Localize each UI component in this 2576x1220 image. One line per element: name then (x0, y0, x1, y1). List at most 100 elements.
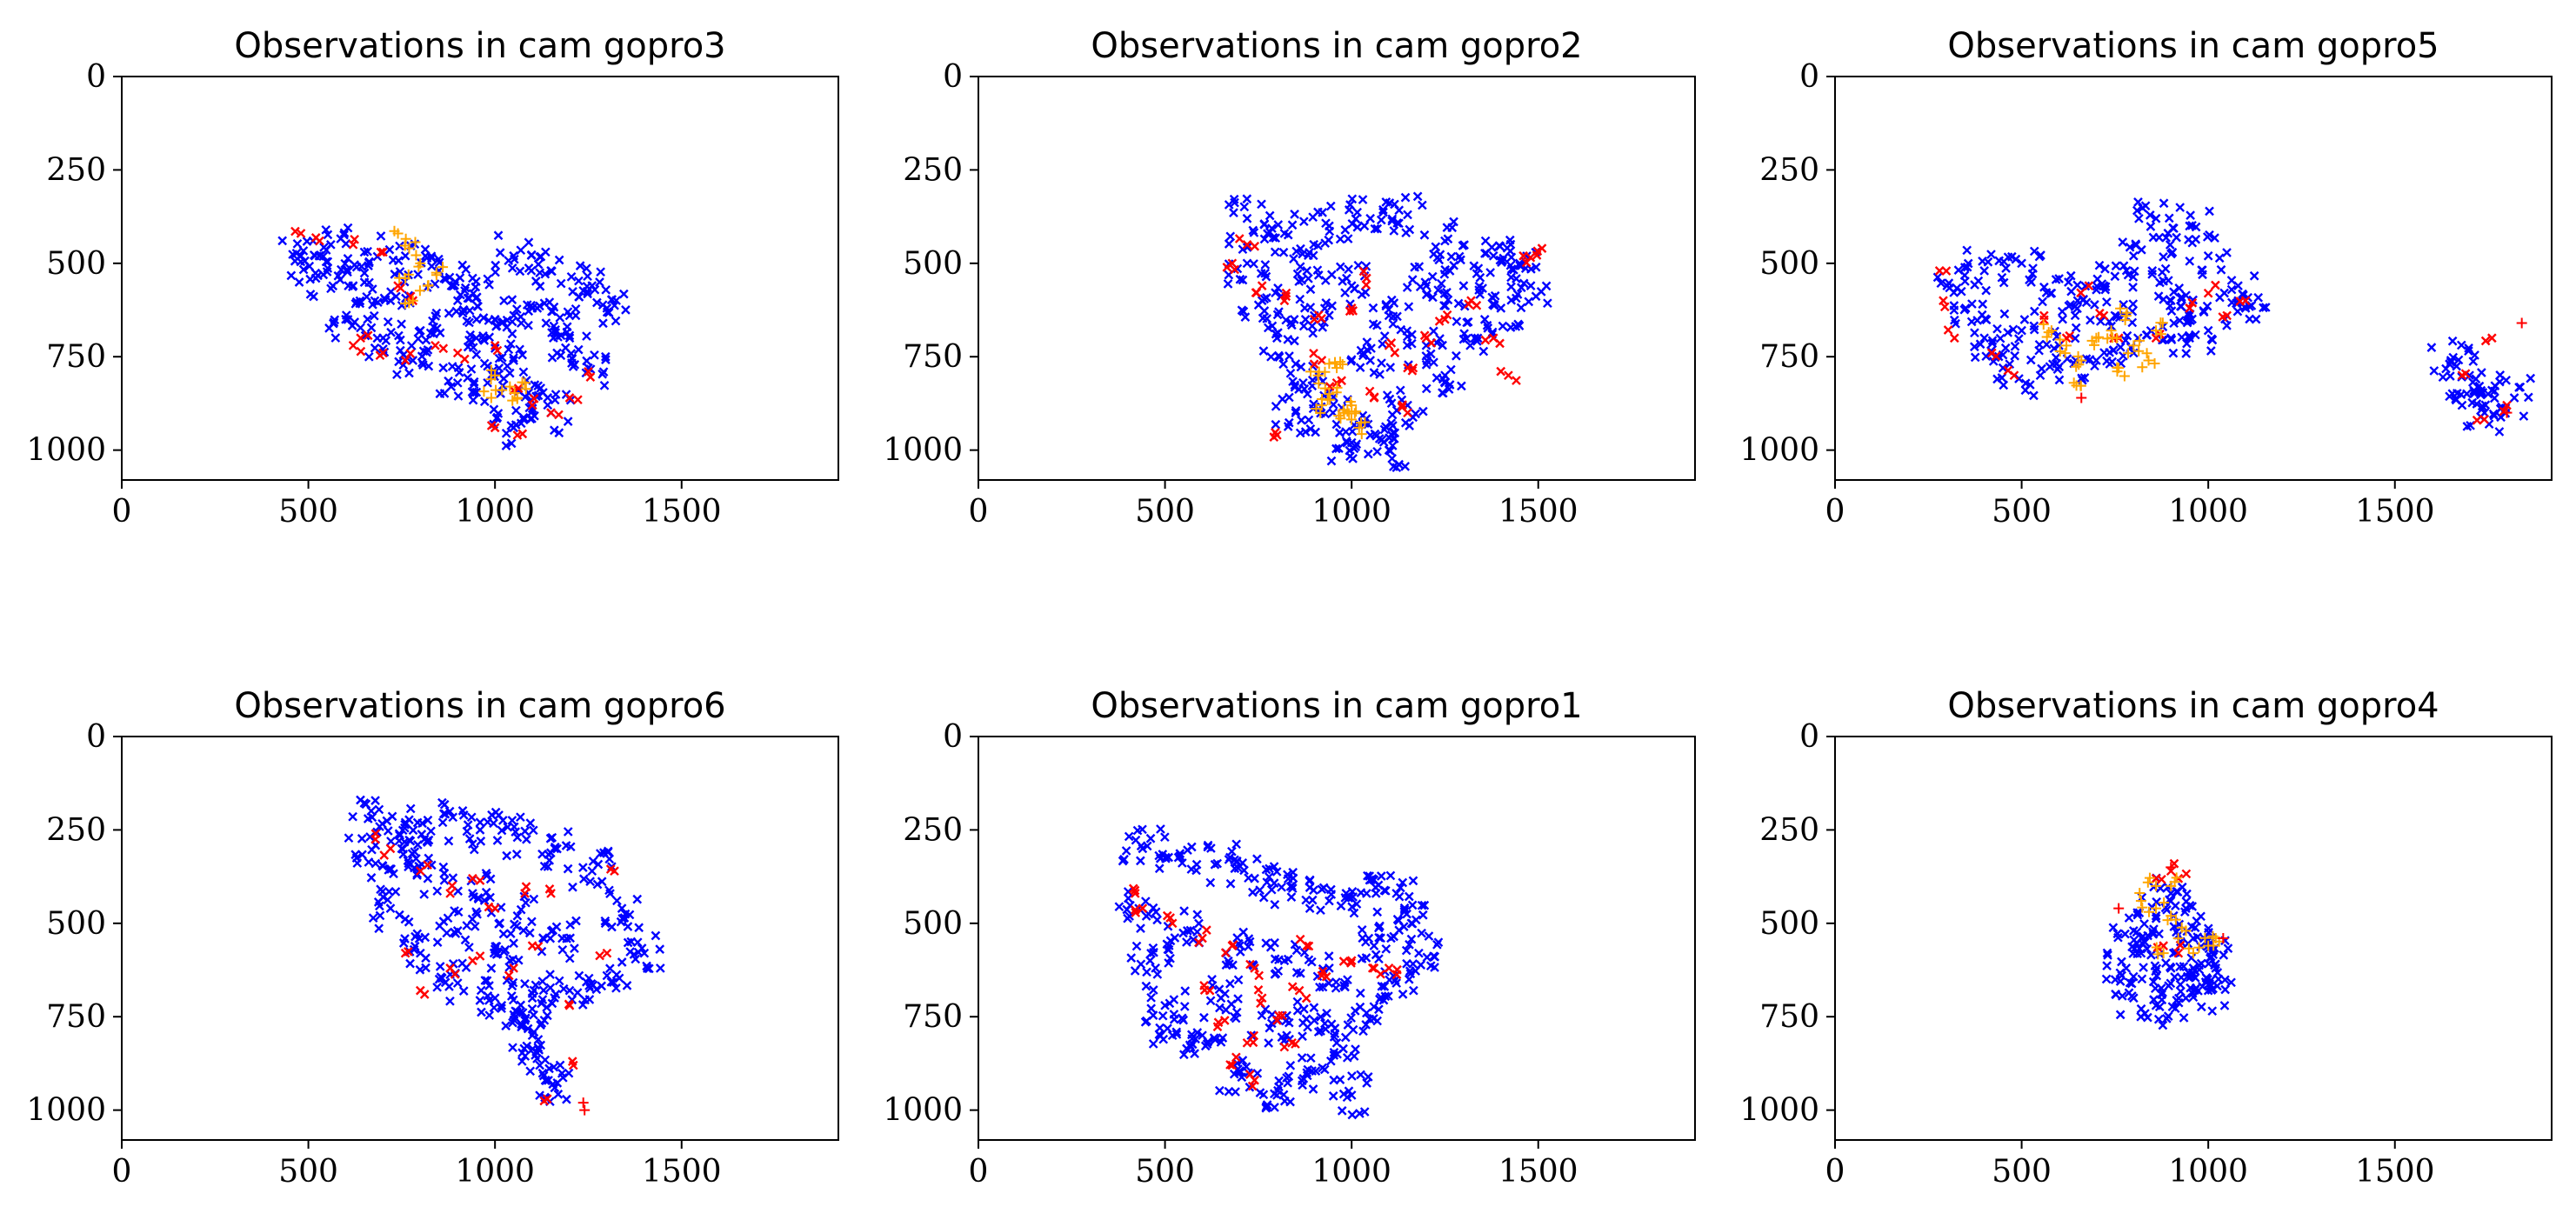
data-point (2183, 943, 2194, 954)
data-point (2132, 205, 2142, 216)
data-point (1332, 1049, 1342, 1059)
data-point (2190, 923, 2200, 933)
data-point (1349, 908, 1359, 918)
data-point (1175, 849, 1185, 858)
data-point (511, 304, 522, 314)
data-point (1287, 982, 1298, 992)
data-point (1302, 266, 1312, 276)
data-point (1421, 383, 1431, 394)
x-tick-label: 1000 (455, 494, 535, 530)
data-point (1343, 1020, 1353, 1030)
data-point (2035, 370, 2045, 381)
data-point (2245, 302, 2254, 311)
data-point (1257, 993, 1267, 1003)
data-point (1235, 1066, 1245, 1076)
data-point (1350, 1006, 1360, 1016)
data-point (2085, 315, 2095, 325)
data-point (1249, 228, 1259, 237)
data-point (1326, 270, 1337, 280)
data-point (1342, 1092, 1352, 1103)
data-point (1271, 288, 1280, 298)
data-point (2137, 902, 2148, 913)
data-point (1997, 373, 2007, 383)
data-point (1286, 892, 1297, 902)
data-point (2169, 223, 2179, 233)
data-point (521, 882, 531, 891)
data-point (1346, 1013, 1356, 1023)
data-point (1359, 221, 1370, 231)
data-point (507, 263, 517, 273)
data-point (438, 343, 449, 354)
data-point (2102, 948, 2112, 958)
data-point (1300, 315, 1311, 324)
data-point (2438, 372, 2448, 383)
data-point (549, 333, 558, 343)
data-point (1170, 933, 1180, 943)
plot-frame (978, 736, 1696, 1141)
data-point (495, 248, 505, 257)
data-point (1941, 266, 1952, 276)
data-point (2496, 412, 2506, 423)
data-point (497, 825, 507, 836)
data-point (597, 369, 608, 379)
data-point (1405, 966, 1415, 977)
data-point (1433, 285, 1444, 295)
data-point (2176, 972, 2186, 983)
data-point (2147, 270, 2157, 279)
data-point (1418, 200, 1427, 210)
data-point (292, 238, 303, 249)
data-point (2092, 281, 2102, 291)
data-point (432, 982, 443, 992)
data-point (1949, 333, 1959, 343)
data-point (1288, 377, 1298, 387)
data-point (544, 1063, 554, 1074)
data-point (394, 330, 404, 341)
data-point (486, 963, 497, 973)
data-point (1311, 427, 1320, 437)
data-point (1472, 337, 1482, 346)
data-point (1388, 311, 1398, 322)
data-point (1337, 376, 1346, 386)
data-point (1421, 351, 1431, 361)
data-point (571, 310, 581, 321)
data-point (2029, 390, 2039, 401)
data-point (543, 400, 553, 410)
data-point (530, 380, 540, 390)
data-point (1124, 831, 1134, 842)
data-point (1281, 291, 1291, 302)
data-point (2089, 339, 2100, 350)
data-point (518, 412, 529, 423)
data-point (1498, 256, 1507, 266)
data-point (1238, 275, 1248, 285)
data-point (1258, 892, 1269, 903)
data-point (1187, 1039, 1198, 1050)
data-point (1269, 432, 1279, 442)
data-point (1309, 1003, 1319, 1013)
data-point (497, 1003, 506, 1014)
data-point (1505, 323, 1516, 332)
x-tick-label: 500 (1992, 494, 2052, 530)
data-point (1290, 336, 1299, 346)
data-point (1318, 982, 1328, 992)
data-point (452, 978, 463, 988)
data-point (1988, 357, 1999, 366)
data-point (592, 297, 602, 308)
data-point (2173, 948, 2184, 958)
data-point (541, 1076, 551, 1085)
data-point (1382, 390, 1392, 400)
data-point (1342, 1052, 1352, 1063)
data-point (1303, 389, 1312, 399)
data-point (1250, 241, 1260, 251)
data-point (482, 976, 492, 986)
data-point (367, 812, 377, 823)
data-point (2188, 295, 2199, 305)
data-point (1309, 885, 1318, 896)
data-point (2143, 355, 2154, 366)
data-point (1443, 234, 1453, 244)
data-point (2196, 1002, 2206, 1012)
chart-title: Observations in cam gopro1 (1091, 686, 1582, 726)
data-point (1446, 251, 1457, 262)
data-point (1387, 216, 1397, 226)
data-point (1138, 824, 1147, 835)
data-point (603, 846, 613, 857)
